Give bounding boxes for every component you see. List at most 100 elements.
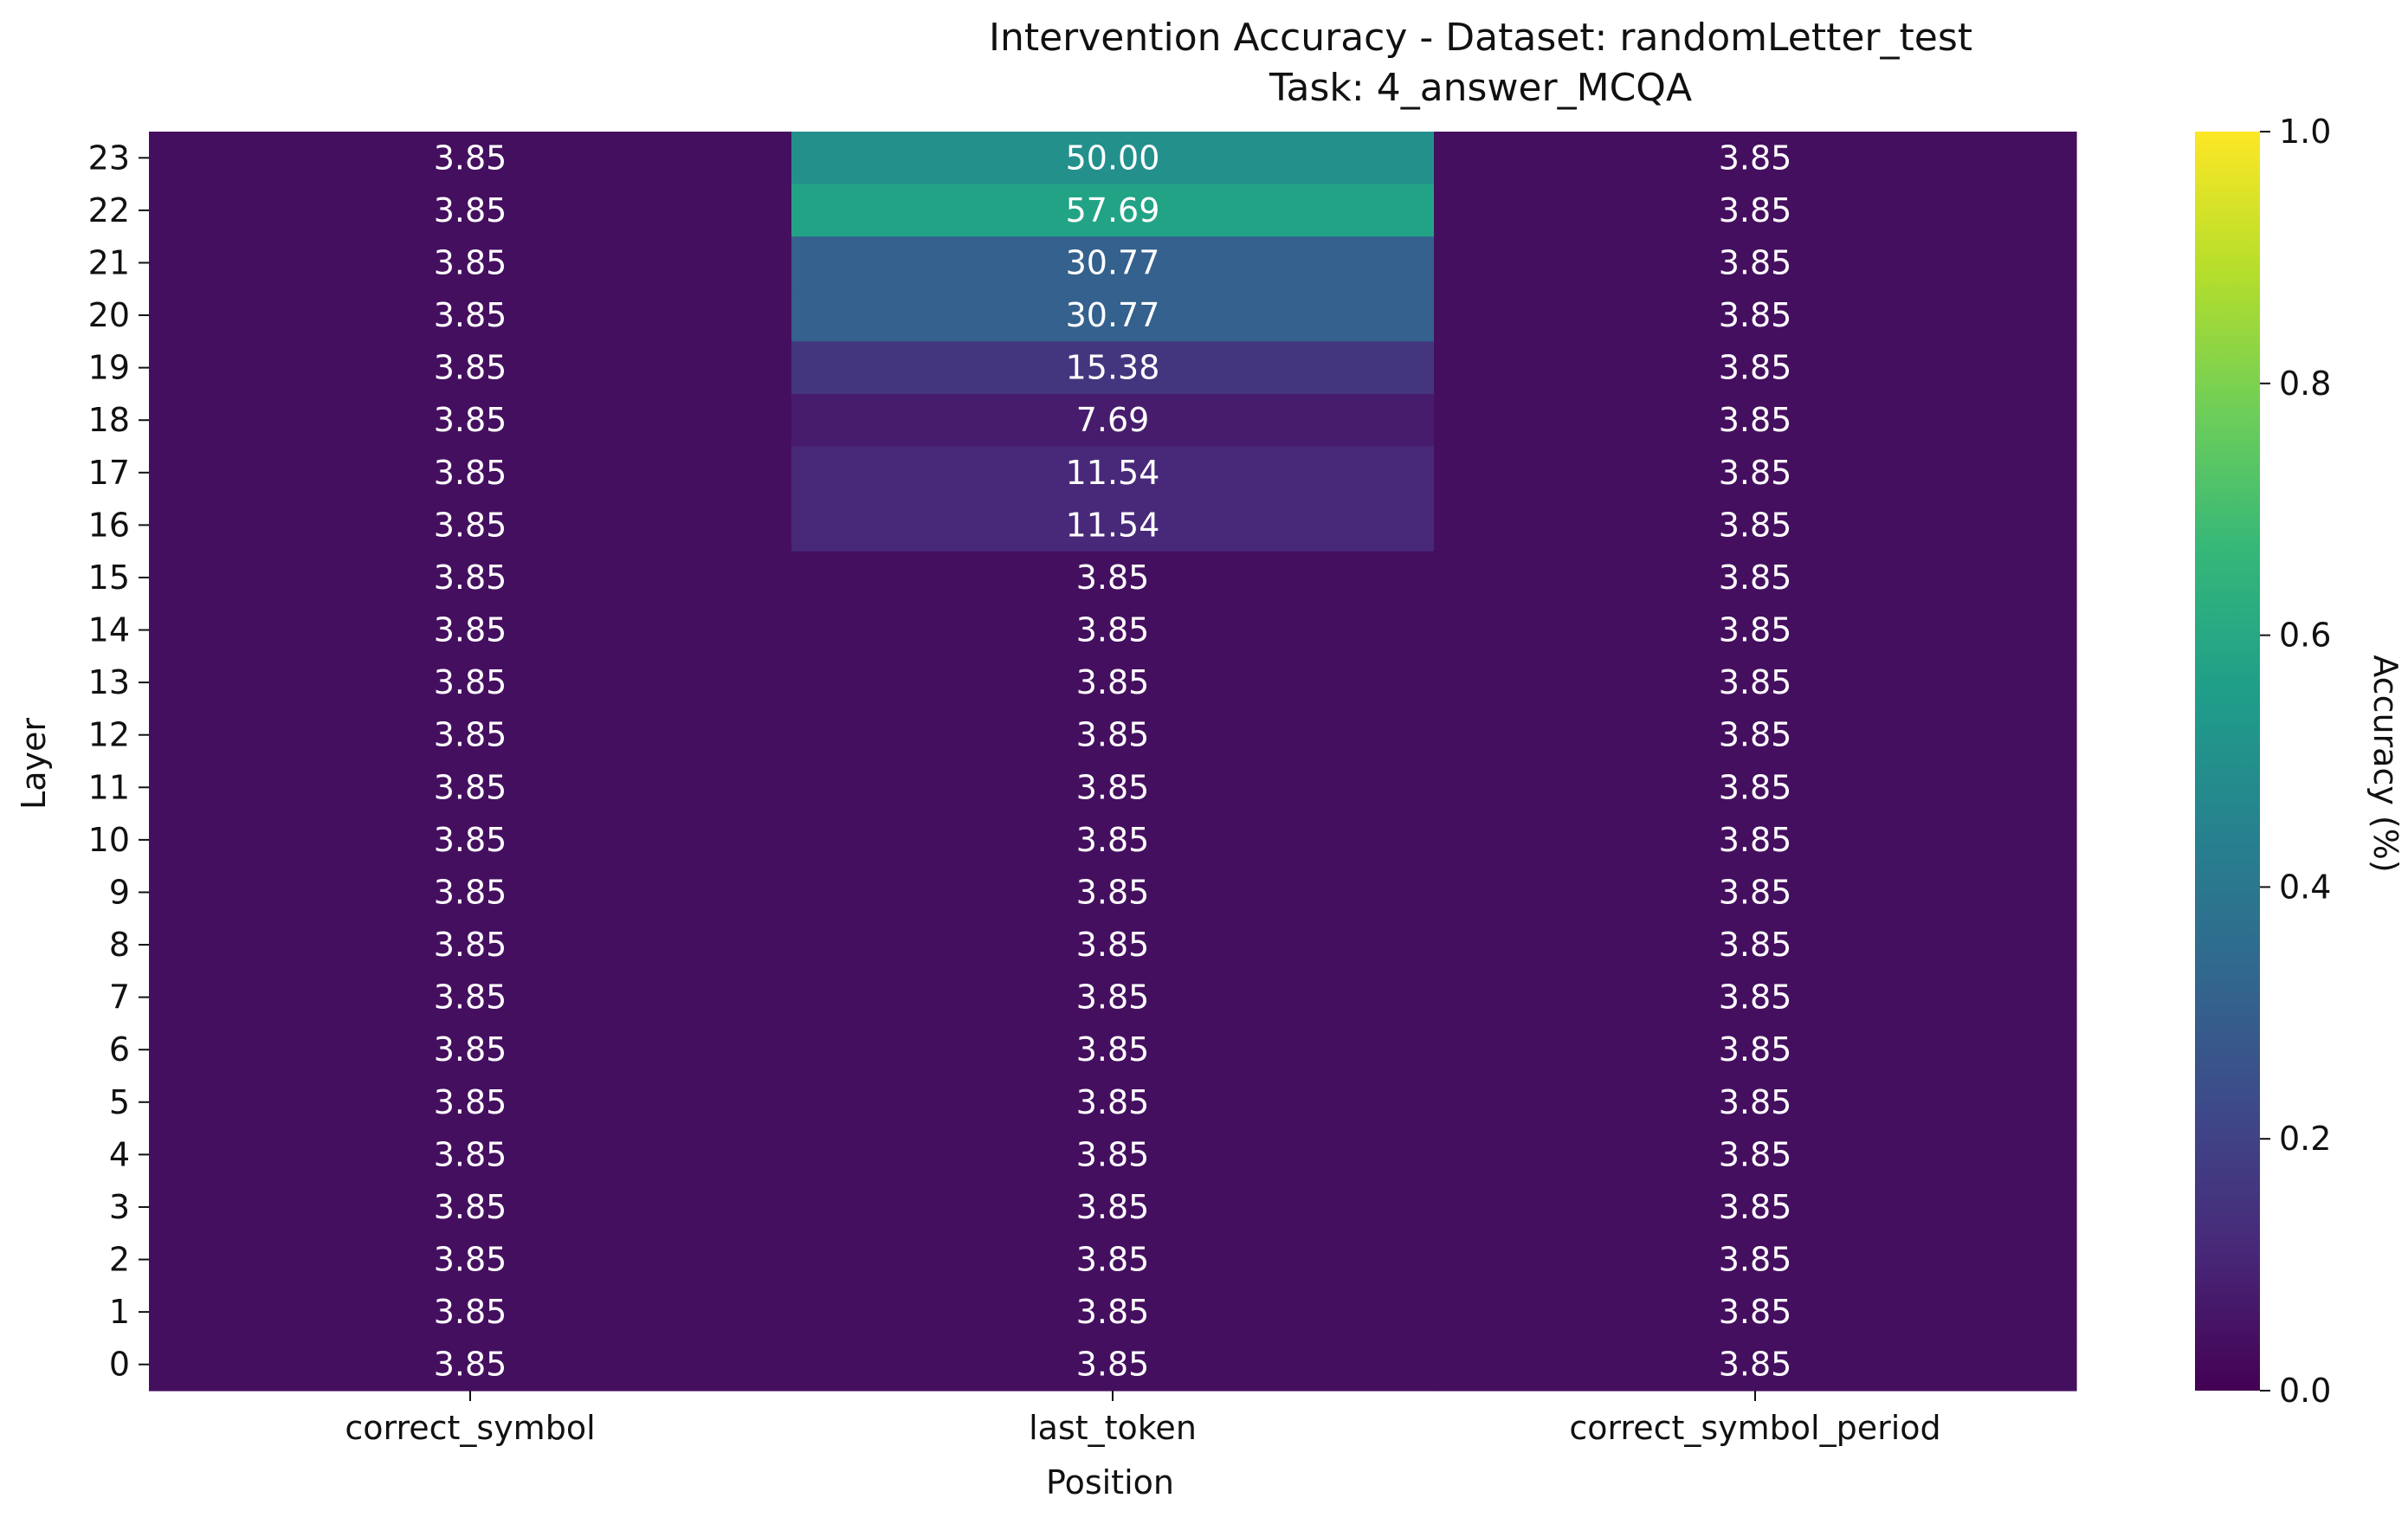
cell-value-label: 3.85: [434, 1188, 507, 1226]
heatmap-cell: [791, 1233, 1435, 1287]
cell-value-label: 3.85: [1076, 1135, 1150, 1173]
heatmap-cell: [791, 1075, 1435, 1129]
colorbar-tick-label: 0.4: [2279, 868, 2331, 906]
colorbar-tick-label: 0.8: [2279, 365, 2331, 403]
heatmap-cell: [149, 971, 792, 1024]
heatmap-cell: [149, 918, 792, 972]
x-tick-label: correct_symbol: [345, 1409, 595, 1447]
y-tick-label: 3: [109, 1188, 130, 1226]
heatmap-cell: [149, 1180, 792, 1234]
y-tick-label: 2: [109, 1241, 130, 1279]
cell-value-label: 3.85: [434, 716, 507, 754]
cell-value-label: 3.85: [1719, 296, 1792, 334]
heatmap-cell: [149, 708, 792, 762]
heatmap-cell: [791, 236, 1435, 290]
cell-value-label: 3.85: [434, 873, 507, 911]
heatmap-cell: [1434, 1338, 2077, 1392]
cell-value-label: 3.85: [1719, 768, 1792, 806]
cell-value-label: 3.85: [1076, 663, 1150, 701]
heatmap-cell: [1434, 1023, 2077, 1077]
heatmap-cell: [1434, 866, 2077, 920]
cell-value-label: 3.85: [1719, 349, 1792, 387]
cell-value-label: 3.85: [434, 349, 507, 387]
colorbar-tick-label: 0.2: [2279, 1120, 2331, 1158]
heatmap-cell: [1434, 499, 2077, 552]
cell-value-label: 3.85: [1076, 1030, 1150, 1069]
heatmap-cell: [791, 341, 1435, 395]
heatmap-cell: [791, 761, 1435, 815]
heatmap-cell: [791, 1285, 1435, 1340]
cell-value-label: 11.54: [1066, 506, 1160, 544]
heatmap-cell: [149, 761, 792, 815]
y-tick-label: 16: [88, 506, 130, 544]
cell-value-label: 3.85: [434, 454, 507, 492]
heatmap-cell: [149, 288, 792, 342]
cell-value-label: 3.85: [1719, 978, 1792, 1017]
y-tick-label: 9: [109, 873, 130, 911]
cell-value-label: 3.85: [1076, 1241, 1150, 1279]
cell-value-label: 15.38: [1066, 349, 1160, 387]
chart-title: Intervention Accuracy - Dataset: randomL…: [988, 16, 1972, 60]
cell-value-label: 3.85: [434, 401, 507, 439]
cell-value-label: 3.85: [1076, 1293, 1150, 1331]
x-axis-label: Position: [1046, 1463, 1174, 1501]
heatmap-cell: [791, 551, 1435, 604]
cell-value-label: 3.85: [1076, 873, 1150, 911]
heatmap-cell: [1434, 1180, 2077, 1234]
y-tick-label: 5: [109, 1083, 130, 1121]
cell-value-label: 3.85: [434, 1135, 507, 1173]
y-tick-label: 14: [88, 611, 130, 649]
cell-value-label: 3.85: [1719, 821, 1792, 859]
cell-value-label: 3.85: [434, 663, 507, 701]
cell-value-label: 3.85: [1719, 926, 1792, 964]
cell-value-label: 3.85: [434, 978, 507, 1017]
heatmap-cell: [149, 1023, 792, 1077]
heatmap-cell: [149, 866, 792, 920]
heatmap-cell: [1434, 813, 2077, 867]
x-axis: correct_symbol last_token correct_symbol_p…: [345, 1391, 1941, 1447]
heatmap-cell: [791, 971, 1435, 1024]
y-tick-label: 11: [88, 768, 130, 806]
heatmap-cell: [791, 132, 1435, 185]
cell-value-label: 3.85: [1719, 243, 1792, 281]
heatmap-cell: [1434, 971, 2077, 1024]
cell-value-label: 3.85: [1719, 559, 1792, 597]
heatmap-cell: [791, 288, 1435, 342]
cell-value-label: 3.85: [434, 243, 507, 281]
colorbar-label: Accuracy (%): [2366, 655, 2405, 872]
heatmap-cell: [149, 1233, 792, 1287]
heatmap-cell: [791, 918, 1435, 972]
colorbar-ticks: 0.0 0.2 0.4 0.6 0.8 1.0: [2260, 113, 2331, 1410]
cell-value-label: 3.85: [434, 191, 507, 229]
y-tick-label: 21: [88, 243, 130, 281]
heatmap-cell: [149, 813, 792, 867]
heatmap-cell: [149, 236, 792, 290]
y-tick-label: 1: [109, 1293, 130, 1331]
heatmap-cell: [1434, 1128, 2077, 1182]
heatmap-cell: [791, 1023, 1435, 1077]
cell-value-label: 50.00: [1066, 139, 1160, 177]
cell-value-label: 57.69: [1066, 191, 1160, 229]
heatmap-cell: [149, 1128, 792, 1182]
colorbar: [2195, 132, 2260, 1391]
cell-value-label: 3.85: [434, 768, 507, 806]
cell-value-label: 3.85: [1719, 1030, 1792, 1069]
cell-value-label: 3.85: [1076, 926, 1150, 964]
heatmap-cell: [791, 813, 1435, 867]
heatmap-cell: [149, 655, 792, 710]
y-tick-label: 18: [88, 401, 130, 439]
heatmap-cell: [1434, 236, 2077, 290]
cell-value-label: 3.85: [434, 296, 507, 334]
y-tick-label: 23: [88, 139, 130, 177]
heatmap-cell: [1434, 184, 2077, 237]
y-tick-label: 20: [88, 296, 130, 334]
heatmap-cell: [791, 1180, 1435, 1234]
x-tick-label: last_token: [1029, 1409, 1197, 1447]
cell-value-label: 3.85: [1719, 1135, 1792, 1173]
heatmap-cell: [149, 499, 792, 552]
colorbar-gradient: [2195, 132, 2260, 1391]
cell-value-label: 3.85: [434, 611, 507, 649]
cell-value-label: 3.85: [1076, 559, 1150, 597]
heatmap-cell: [791, 446, 1435, 500]
